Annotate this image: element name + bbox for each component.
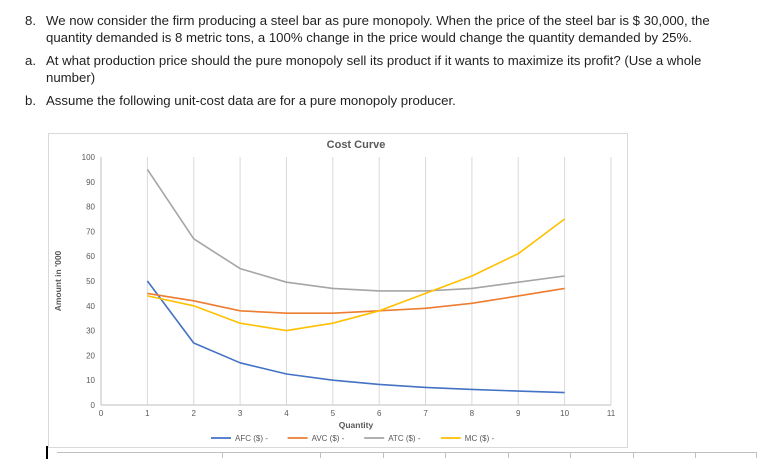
svg-text:80: 80 <box>86 203 95 212</box>
svg-text:MC ($) -: MC ($) - <box>465 434 495 443</box>
svg-text:70: 70 <box>86 227 95 236</box>
text-cursor <box>46 446 48 459</box>
svg-text:50: 50 <box>86 277 95 286</box>
svg-text:3: 3 <box>238 409 243 418</box>
svg-text:5: 5 <box>331 409 336 418</box>
item-a-text: At what production price should the pure… <box>46 52 702 86</box>
svg-text:Cost Curve: Cost Curve <box>327 139 386 151</box>
problem-item-8: 8. We now consider the firm producing a … <box>25 12 740 47</box>
svg-text:90: 90 <box>86 178 95 187</box>
table-border-line <box>57 452 757 458</box>
svg-text:6: 6 <box>377 409 382 418</box>
item-b-number: b. <box>25 92 36 108</box>
svg-text:10: 10 <box>560 409 569 418</box>
svg-text:30: 30 <box>86 327 95 336</box>
svg-text:1: 1 <box>145 409 150 418</box>
svg-text:4: 4 <box>284 409 289 418</box>
item-b-text: Assume the following unit-cost data are … <box>46 92 456 108</box>
svg-text:9: 9 <box>516 409 521 418</box>
problem-item-b: b. Assume the following unit-cost data a… <box>25 92 740 109</box>
svg-text:60: 60 <box>86 252 95 261</box>
svg-text:ATC ($) -: ATC ($) - <box>388 434 421 443</box>
svg-text:2: 2 <box>192 409 197 418</box>
problem-item-a: a. At what production price should the p… <box>25 52 740 87</box>
item-a-number: a. <box>25 52 36 68</box>
svg-text:0: 0 <box>91 401 96 410</box>
svg-text:11: 11 <box>607 409 616 418</box>
svg-text:AVC ($) -: AVC ($) - <box>312 434 345 443</box>
svg-text:10: 10 <box>86 376 95 385</box>
item-8-number: 8. <box>25 13 36 28</box>
cost-curve-svg: Cost Curve 0 10 20 30 40 50 60 70 80 90 100 0 1 2 3 4 5 6 7… <box>53 139 616 443</box>
svg-text:0: 0 <box>99 409 104 418</box>
svg-text:8: 8 <box>470 409 475 418</box>
svg-text:Quantity: Quantity <box>339 420 374 430</box>
svg-text:7: 7 <box>423 409 428 418</box>
problem-text-block: 8. We now consider the firm producing a … <box>0 0 760 109</box>
svg-text:AFC ($) -: AFC ($) - <box>235 434 268 443</box>
svg-text:40: 40 <box>86 302 95 311</box>
svg-text:100: 100 <box>82 153 96 162</box>
item-8-text: We now consider the firm producing a ste… <box>46 13 710 46</box>
svg-text:20: 20 <box>86 351 95 360</box>
cost-curve-chart[interactable]: Cost Curve 0 10 20 30 40 50 60 70 80 90 100 0 1 2 3 4 5 6 7… <box>48 133 628 448</box>
svg-text:Amount in '000: Amount in '000 <box>53 250 63 311</box>
